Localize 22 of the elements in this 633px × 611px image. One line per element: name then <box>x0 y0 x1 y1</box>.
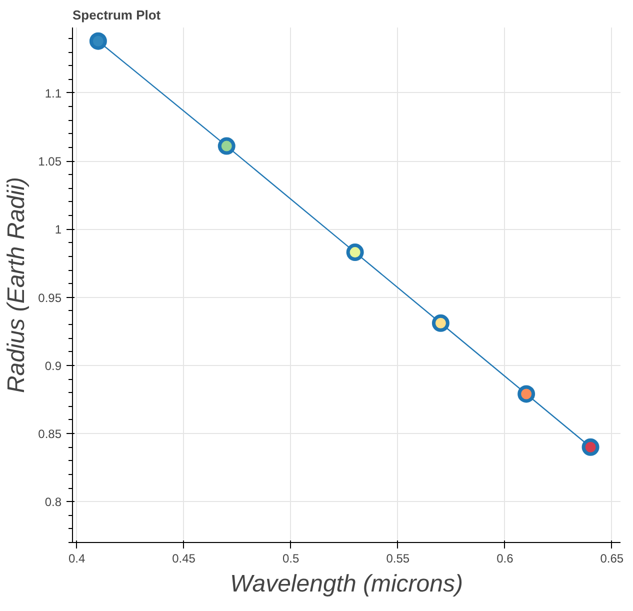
y-tick-label: 0.85 <box>38 427 62 442</box>
y-tick-label: 1.05 <box>38 154 62 169</box>
point <box>518 385 536 403</box>
x-tick-label: 0.45 <box>172 552 196 566</box>
point <box>432 314 450 332</box>
point <box>582 438 600 456</box>
x-tick-label: 0.4 <box>68 552 86 566</box>
y-tick-label: 1.1 <box>44 86 62 100</box>
x-tick-label: 0.5 <box>282 552 300 566</box>
x-tick-label: 0.65 <box>600 552 624 566</box>
x-tick-label: 0.55 <box>386 552 410 566</box>
y-tick-label: 0.9 <box>44 358 62 373</box>
y-tick-label: 0.95 <box>38 290 62 305</box>
y-tick-label: 1 <box>54 222 62 237</box>
y-axis-title: Radius (Earth Radii) <box>3 176 30 394</box>
point <box>218 137 236 155</box>
x-axis-title: Wavelength (microns) <box>230 570 463 598</box>
point <box>89 32 107 50</box>
x-tick-label: 0.6 <box>496 552 514 566</box>
chart-title: Spectrum Plot <box>72 8 162 22</box>
point <box>346 244 364 262</box>
y-tick-label: 0.8 <box>44 495 62 510</box>
